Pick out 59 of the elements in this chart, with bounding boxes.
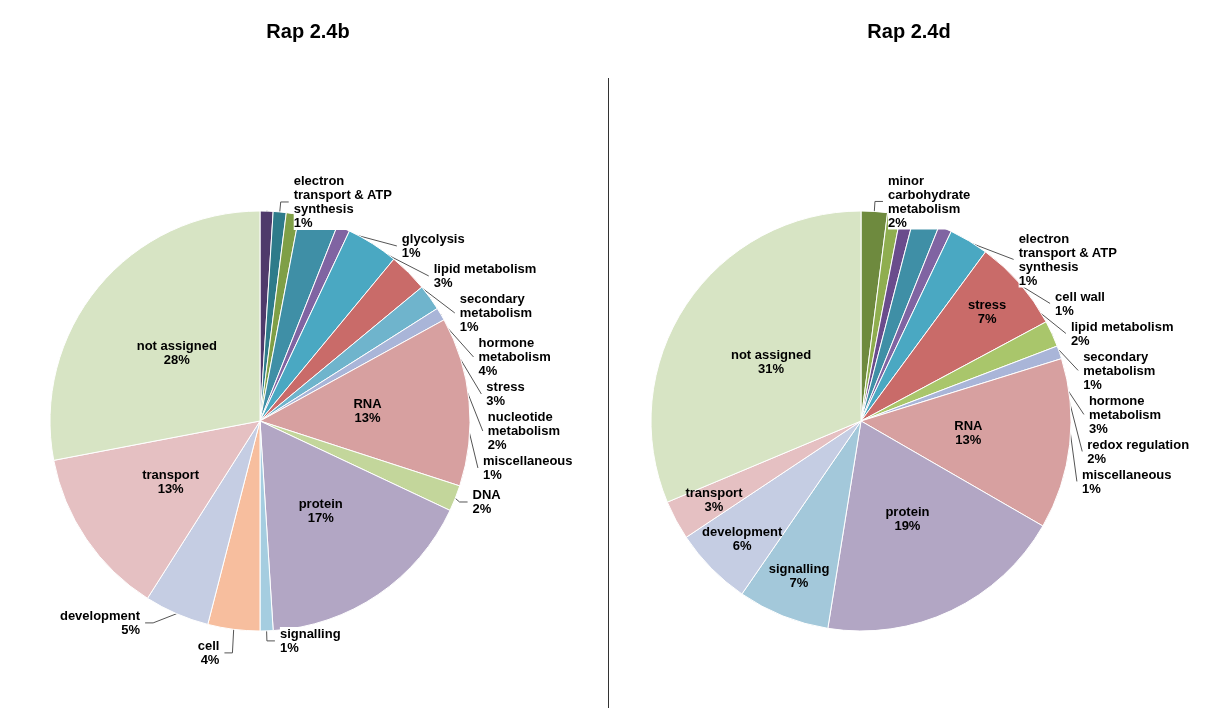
data-label: 17% [307, 509, 335, 525]
slice-label: not assigned [136, 337, 217, 353]
data-label: 3% [486, 393, 506, 409]
slice-label: hormone metabolism [1088, 392, 1162, 422]
slice-label: cell wall [1055, 288, 1105, 304]
slice-label: lipid metabolism [1070, 318, 1174, 334]
slice-label: RNA [954, 418, 984, 434]
chart-title: Rap 2.4b [266, 20, 350, 42]
slice-label: protein [885, 504, 930, 520]
slice-label: stress [486, 379, 525, 395]
data-label: 1% [1055, 302, 1075, 318]
slice-label: transport [142, 467, 200, 483]
slice-label: secondary metabolism [459, 291, 533, 321]
slice-label: redox regulation [1087, 436, 1190, 452]
data-label: 4% [478, 363, 498, 379]
slice-label: development [702, 523, 783, 539]
slice-label: signalling [279, 626, 341, 642]
data-label: 4% [200, 652, 220, 668]
slice-label: hormone metabolism [478, 335, 551, 365]
data-label: 19% [894, 518, 921, 534]
data-label: 2% [1087, 450, 1107, 466]
slice-label: RNA [353, 396, 383, 412]
slice-label: development [59, 608, 141, 624]
data-label: 13% [354, 410, 381, 426]
slice-label: miscellaneous [482, 453, 573, 469]
data-label: 7% [789, 575, 809, 591]
slice-label: minor carbohydrate metabolism [887, 172, 974, 216]
data-label: 3% [433, 275, 453, 291]
slice-label: lipid metabolism [433, 261, 537, 277]
data-label: 5% [121, 622, 141, 638]
data-label: 1% [1083, 376, 1103, 392]
data-label: 1% [459, 319, 480, 335]
data-label: 1% [279, 640, 300, 656]
data-label: 2% [472, 501, 492, 517]
data-label: 1% [293, 215, 313, 231]
data-label: 1% [482, 467, 503, 483]
slice-label: stress [967, 297, 1007, 313]
data-label: 1% [401, 245, 422, 261]
slice-label: miscellaneous [1081, 466, 1172, 482]
data-label: 1% [1081, 480, 1102, 496]
slice-label: transport [685, 485, 744, 501]
data-label: 2% [487, 437, 507, 453]
slice-label: signalling [768, 561, 830, 577]
slice-label: electron transport & ATP synthesis [293, 173, 396, 217]
data-label: 2% [887, 214, 908, 230]
data-label: 3% [704, 499, 724, 515]
data-label: 7% [977, 311, 997, 327]
slice-label: glycolysis [401, 231, 465, 247]
slice-label: not assigned [730, 346, 812, 362]
slice-label: secondary metabolism [1083, 348, 1156, 378]
data-label: 3% [1088, 420, 1109, 436]
slice-label: nucleotide metabolism [487, 409, 561, 439]
slice-label: protein [298, 495, 343, 511]
slice-label: electron transport & ATP synthesis [1018, 230, 1121, 274]
data-label: 13% [157, 481, 185, 497]
data-label: 13% [955, 432, 982, 448]
slice-label: DNA [472, 487, 502, 503]
chart-title: Rap 2.4d [867, 20, 951, 42]
slice-label: cell [197, 638, 220, 654]
